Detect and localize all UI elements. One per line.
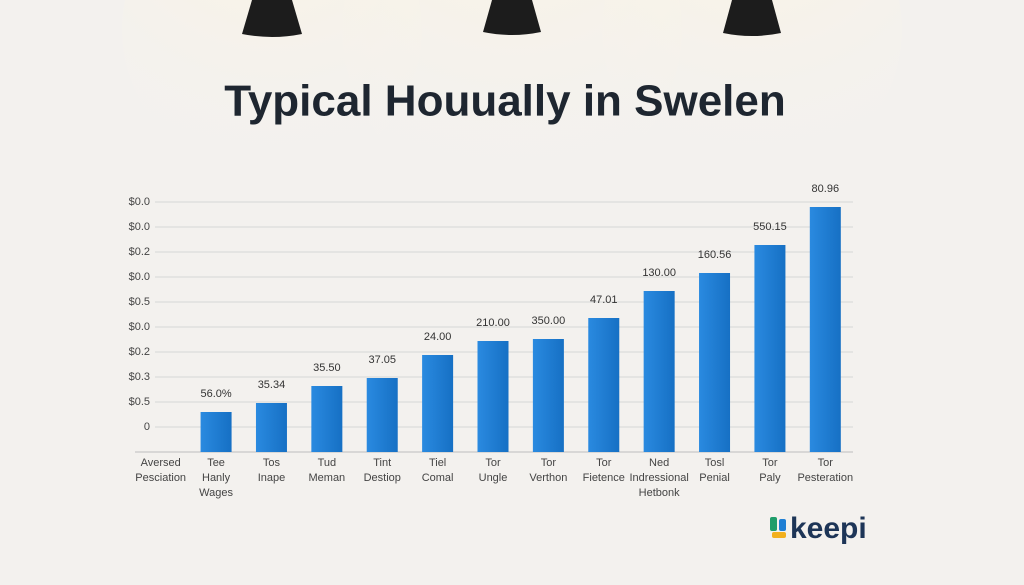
x-tick-label: Tor	[818, 457, 834, 469]
bar	[311, 386, 343, 452]
logo-icon	[779, 519, 786, 531]
bar	[754, 245, 786, 452]
x-tick-label: Tor	[541, 457, 557, 469]
y-tick-label: 0	[144, 421, 150, 433]
x-tick-label: Tud	[318, 457, 337, 469]
lamp	[483, 0, 541, 35]
annotation: 80.96	[812, 183, 840, 195]
annotation: 37.05	[368, 354, 396, 366]
x-tick-label: Tiel	[429, 457, 446, 469]
bar	[532, 339, 564, 452]
x-tick-label: Indressional	[629, 472, 688, 484]
x-tick-label: Ned	[649, 457, 669, 469]
bar	[809, 207, 841, 452]
annotation: 56.0%	[200, 388, 231, 400]
x-tick-label: Tor	[485, 457, 501, 469]
x-tick-label: Pesteration	[797, 472, 853, 484]
x-tick-label: Tor	[762, 457, 778, 469]
annotation: 35.50	[313, 362, 341, 374]
x-tick-label: Comal	[422, 472, 454, 484]
x-tick-label: Tint	[373, 457, 391, 469]
annotation: 160.56	[698, 249, 732, 261]
x-tick-label: Pesciation	[135, 472, 186, 484]
y-tick-label: $0.5	[129, 296, 150, 308]
lamp	[723, 0, 781, 36]
logo-icon	[772, 532, 786, 538]
y-tick-label: $0.3	[129, 371, 150, 383]
bar	[200, 412, 232, 452]
annotation: 130.00	[642, 267, 676, 279]
x-tick-label: Wages	[199, 487, 233, 499]
x-tick-label: Ungle	[479, 472, 508, 484]
y-tick-label: $0.0	[129, 221, 150, 233]
x-tick-label: Tor	[596, 457, 612, 469]
bar	[477, 341, 509, 452]
lamp-glow	[602, 0, 902, 180]
y-tick-label: $0.5	[129, 396, 150, 408]
annotation: 24.00	[424, 331, 452, 343]
x-tick-label: Inape	[258, 472, 286, 484]
x-tick-label: Destiop	[364, 472, 401, 484]
x-tick-label: Verthon	[529, 472, 567, 484]
y-tick-label: $0.2	[129, 246, 150, 258]
x-tick-label: Hetbonk	[639, 487, 680, 499]
x-tick-label: Fietence	[583, 472, 625, 484]
x-tick-label: Tos	[263, 457, 281, 469]
x-tick-label: Hanly	[202, 472, 231, 484]
lamp-glow	[342, 0, 682, 200]
annotation: 350.00	[532, 315, 566, 327]
annotation: 210.00	[476, 317, 510, 329]
annotation: 35.34	[258, 379, 286, 391]
x-tick-label: Penial	[699, 472, 730, 484]
y-tick-label: $0.0	[129, 321, 150, 333]
bar	[643, 291, 675, 452]
bar	[588, 318, 620, 452]
x-tick-label: Tee	[207, 457, 225, 469]
logo-icon	[770, 517, 777, 531]
logo: keepi	[770, 512, 867, 545]
bar	[366, 378, 398, 452]
y-tick-label: $0.0	[129, 271, 150, 283]
chart-title: Typical Houually in Swelen	[224, 77, 786, 126]
x-tick-label: Meman	[309, 472, 346, 484]
bar	[699, 273, 731, 452]
x-tick-label: Aversed	[141, 457, 181, 469]
bar	[255, 403, 287, 452]
y-tick-label: $0.2	[129, 346, 150, 358]
bar	[422, 355, 454, 452]
lamp	[242, 0, 302, 37]
annotation: 550.15	[753, 221, 787, 233]
annotation: 47.01	[590, 294, 618, 306]
x-tick-label: Tosl	[705, 457, 725, 469]
x-tick-label: Paly	[759, 472, 781, 484]
logo-text: keepi	[790, 512, 867, 545]
y-tick-label: $0.0	[129, 196, 150, 208]
